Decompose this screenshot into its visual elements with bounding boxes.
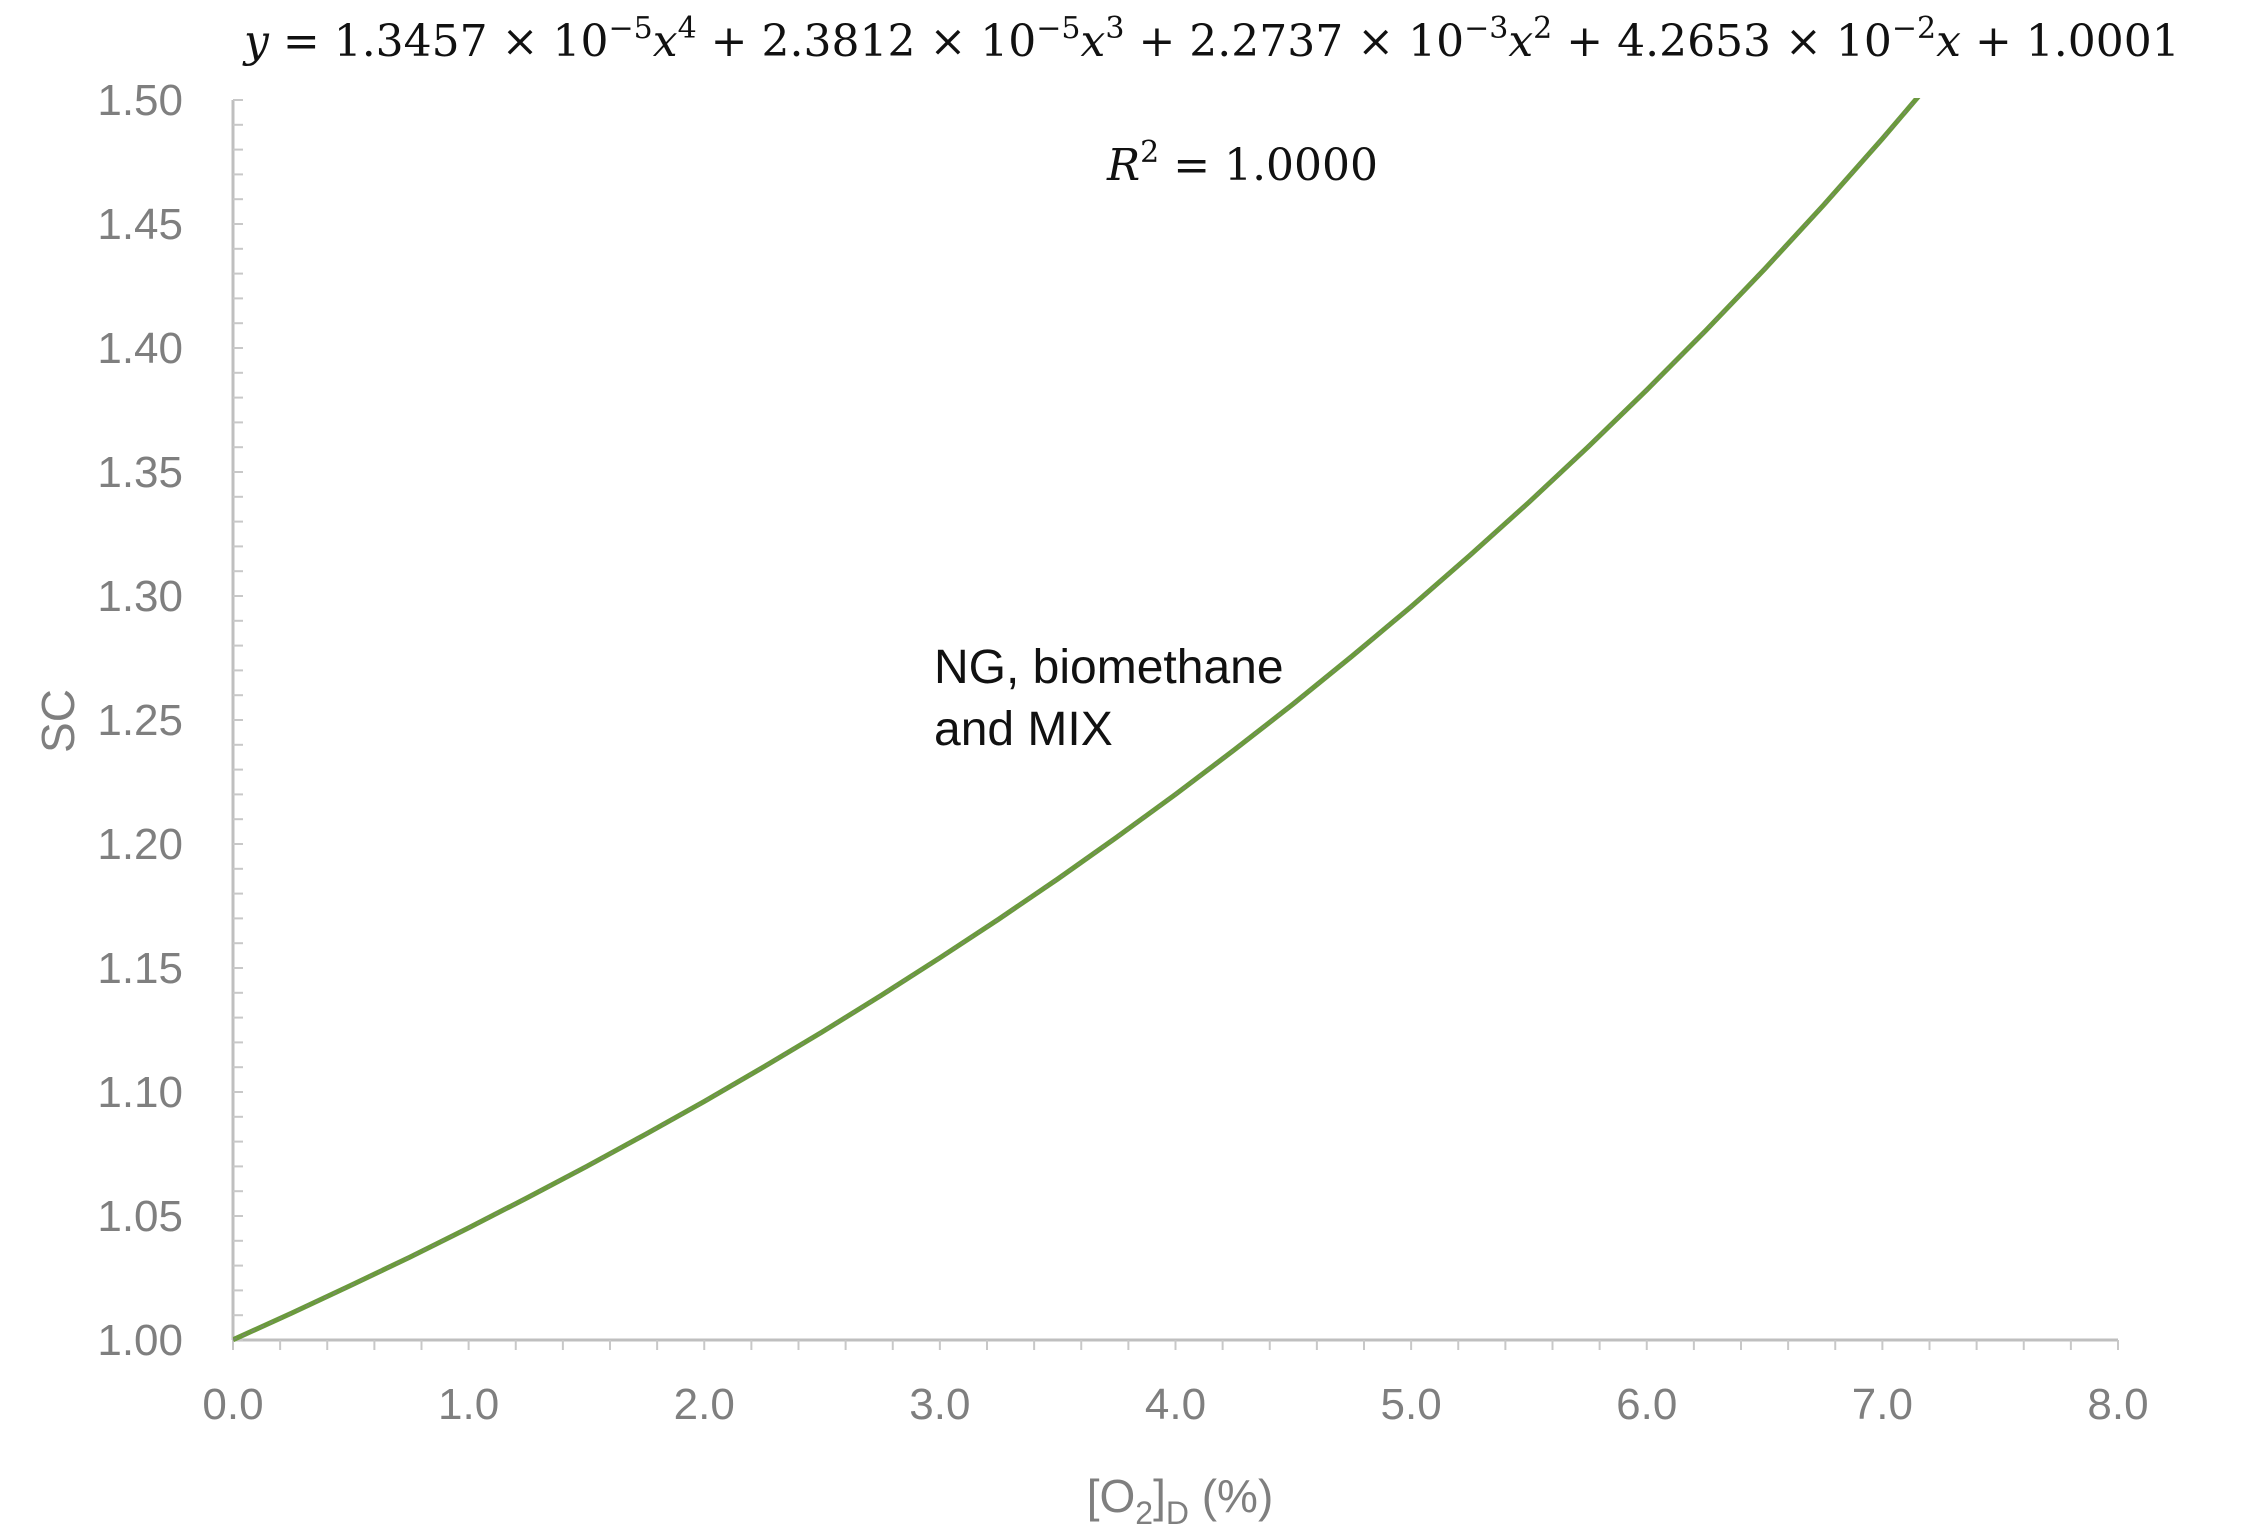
r2-pow: 2 [1140,135,1159,170]
equation-text: y = 1.3457 × 10−5x4 + 2.3812 × 10−5x3 + … [242,11,2180,67]
x-title-base: [O [1087,1470,1136,1522]
x-title-bracket: ] [1153,1470,1166,1522]
x-tick-label: 6.0 [1616,1380,1677,1429]
eq-exp: −5 [1036,11,1080,46]
eq-exp: −5 [609,11,653,46]
y-axis-title: SC [32,689,84,753]
y-tick-label: 1.05 [97,1192,183,1241]
x-tick-label: 5.0 [1381,1380,1442,1429]
eq-op: + [1124,16,1189,67]
x-title-sub2: D [1166,1495,1189,1531]
series-line [233,98,1921,1342]
eq-coef: 1.3457 × 10 [334,16,609,67]
y-tick-label: 1.00 [97,1316,183,1365]
x-tick-label: 4.0 [1145,1380,1206,1429]
eq-coef: 2.2737 × 10 [1189,16,1464,67]
y-tick-label: 1.40 [97,324,183,373]
x-tick-label: 8.0 [2087,1380,2148,1429]
eq-pow: 2 [1533,11,1552,46]
x-title-sub1: 2 [1135,1495,1153,1531]
y-tick-label: 1.15 [97,944,183,993]
x-tick-label: 2.0 [674,1380,735,1429]
eq-constant: 1.0001 [2026,16,2180,67]
eq-op: + [697,16,762,67]
r-squared-label: R2 = 1.0000 [1106,135,1378,191]
eq-exp: −2 [1892,11,1936,46]
y-tick-label: 1.20 [97,820,183,869]
y-tick-label: 1.10 [97,1068,183,1117]
r2-var: R [1106,140,1140,191]
x-tick-label: 1.0 [438,1380,499,1429]
eq-equals: = [269,16,334,67]
annotation-line: NG, biomethane [934,641,1284,694]
series-lines [233,98,1921,1342]
x-tick-label: 0.0 [202,1380,263,1429]
r2-value: = 1.0000 [1159,140,1378,191]
eq-var: x [1081,16,1106,67]
y-tick-label: 1.50 [97,76,183,125]
eq-op: + [1961,16,2026,67]
eq-coef: 4.2653 × 10 [1617,16,1892,67]
y-tick-label: 1.35 [97,448,183,497]
y-tick-label: 1.30 [97,572,183,621]
x-axis-title: [O2]D (%) [1087,1470,1274,1531]
eq-pow: 3 [1105,11,1124,46]
eq-exp: −3 [1464,11,1508,46]
r2-text: R2 = 1.0000 [1106,135,1378,191]
eq-op: + [1552,16,1617,67]
x-title-tail: (%) [1189,1470,1273,1522]
y-tick-label: 1.45 [97,200,183,249]
eq-coef: 2.3812 × 10 [762,16,1037,67]
eq-var: x [1508,16,1533,67]
x-tick-label: 3.0 [909,1380,970,1429]
curve-annotation: NG, biomethane and MIX [934,641,1284,756]
eq-pow: 4 [678,11,697,46]
annotation-line: and MIX [934,703,1113,756]
tick-labels: 1.00 1.05 1.10 1.15 1.20 1.25 1.30 1.35 1.40 1.45… [97,76,2148,1429]
eq-var: x [653,16,678,67]
axes [231,99,2119,1350]
y-tick-label: 1.25 [97,696,183,745]
trendline-equation: y = 1.3457 × 10−5x4 + 2.3812 × 10−5x3 + … [242,11,2180,67]
eq-var: x [1936,16,1961,67]
x-tick-label: 7.0 [1852,1380,1913,1429]
eq-lhs: y [242,16,270,67]
